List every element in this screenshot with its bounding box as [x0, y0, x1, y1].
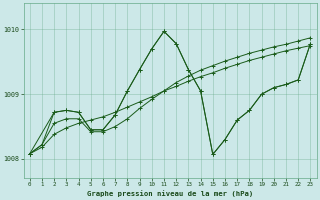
- X-axis label: Graphe pression niveau de la mer (hPa): Graphe pression niveau de la mer (hPa): [87, 190, 253, 197]
